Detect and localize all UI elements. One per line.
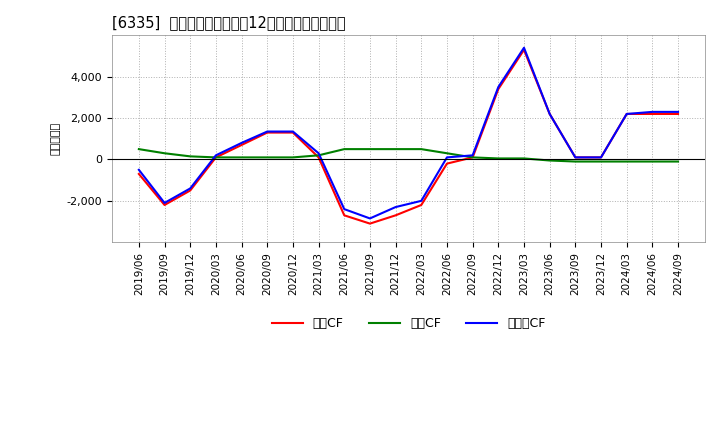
- 営業CF: [494, 87, 503, 92]
- 投賃CF: [648, 159, 657, 164]
- 営業CF: [571, 155, 580, 160]
- 投賃CF: [340, 147, 348, 152]
- 営業CF: [366, 221, 374, 226]
- 投賃CF: [238, 155, 246, 160]
- フリーCF: [314, 150, 323, 156]
- フリーCF: [622, 111, 631, 117]
- 営業CF: [622, 111, 631, 117]
- Line: 投賃CF: 投賃CF: [139, 149, 678, 161]
- Line: 営業CF: 営業CF: [139, 50, 678, 224]
- 投賃CF: [622, 159, 631, 164]
- 営業CF: [314, 155, 323, 160]
- 営業CF: [674, 111, 683, 117]
- 投賃CF: [263, 155, 271, 160]
- 営業CF: [417, 202, 426, 208]
- フリーCF: [238, 140, 246, 146]
- 営業CF: [545, 111, 554, 117]
- フリーCF: [443, 155, 451, 160]
- 営業CF: [263, 130, 271, 135]
- 投賃CF: [391, 147, 400, 152]
- 営業CF: [443, 161, 451, 166]
- 投賃CF: [520, 156, 528, 161]
- 投賃CF: [674, 159, 683, 164]
- 投賃CF: [417, 147, 426, 152]
- 投賃CF: [571, 159, 580, 164]
- 営業CF: [340, 213, 348, 218]
- フリーCF: [212, 153, 220, 158]
- 投賃CF: [135, 147, 143, 152]
- 営業CF: [212, 155, 220, 160]
- Line: フリーCF: フリーCF: [139, 48, 678, 218]
- フリーCF: [263, 129, 271, 134]
- フリーCF: [468, 153, 477, 158]
- フリーCF: [135, 167, 143, 172]
- フリーCF: [417, 198, 426, 203]
- フリーCF: [674, 109, 683, 114]
- 投賃CF: [597, 159, 606, 164]
- フリーCF: [494, 84, 503, 90]
- フリーCF: [648, 109, 657, 114]
- フリーCF: [186, 186, 194, 191]
- フリーCF: [161, 200, 169, 205]
- 投賃CF: [494, 156, 503, 161]
- 投賃CF: [468, 155, 477, 160]
- 営業CF: [186, 188, 194, 193]
- フリーCF: [366, 216, 374, 221]
- 投賃CF: [443, 150, 451, 156]
- 営業CF: [289, 130, 297, 135]
- 投賃CF: [186, 154, 194, 159]
- フリーCF: [545, 111, 554, 117]
- フリーCF: [597, 155, 606, 160]
- フリーCF: [571, 155, 580, 160]
- Legend: 営業CF, 投賃CF, フリーCF: 営業CF, 投賃CF, フリーCF: [266, 312, 550, 335]
- 営業CF: [391, 213, 400, 218]
- 投賃CF: [366, 147, 374, 152]
- フリーCF: [340, 206, 348, 212]
- 営業CF: [468, 155, 477, 160]
- Text: [6335]  キャッシュフローの12か月移動合計の推移: [6335] キャッシュフローの12か月移動合計の推移: [112, 15, 346, 30]
- Y-axis label: （百万円）: （百万円）: [51, 122, 61, 155]
- 営業CF: [648, 111, 657, 117]
- 投賃CF: [545, 158, 554, 163]
- 投賃CF: [314, 153, 323, 158]
- 投賃CF: [161, 150, 169, 156]
- 営業CF: [597, 155, 606, 160]
- 投賃CF: [289, 155, 297, 160]
- 営業CF: [238, 143, 246, 148]
- 営業CF: [161, 202, 169, 208]
- 投賃CF: [212, 155, 220, 160]
- フリーCF: [520, 45, 528, 51]
- 営業CF: [135, 171, 143, 176]
- フリーCF: [289, 129, 297, 134]
- フリーCF: [391, 205, 400, 210]
- 営業CF: [520, 47, 528, 52]
